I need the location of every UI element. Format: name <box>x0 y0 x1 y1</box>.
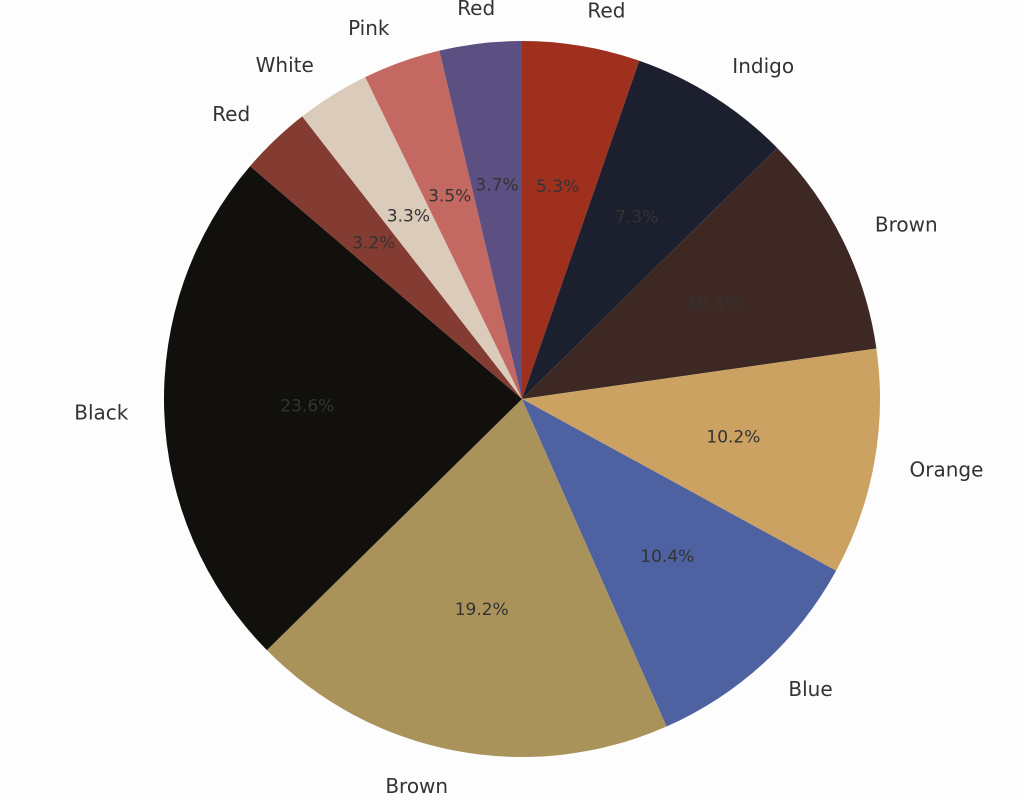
pie-slice-white-9 <box>302 77 522 400</box>
pie-slice-red-11 <box>439 41 522 399</box>
category-label-pink-10: Pink <box>348 16 390 40</box>
percent-label-black-7: 23.6% <box>280 396 334 416</box>
percent-labels-layer: 5.3% 7.3% 10.1% 10.2% 10.4% 19.2% 23.6% 3.2% 3.3… <box>280 176 760 620</box>
pie-slice-blue-5 <box>522 399 837 727</box>
percent-label-red-1: 5.3% <box>536 177 579 197</box>
percent-label-brown-6: 19.2% <box>455 600 509 620</box>
pie-slice-red-1 <box>522 41 640 399</box>
pie-slice-black-7 <box>163 166 522 651</box>
percent-label-blue-5: 10.4% <box>640 547 694 567</box>
category-label-indigo-2: Indigo <box>732 54 794 78</box>
category-label-black-7: Black <box>74 401 129 425</box>
category-label-blue-5: Blue <box>788 677 832 701</box>
percent-label-brown-3: 10.1% <box>687 294 741 314</box>
category-label-red-1: Red <box>587 0 625 23</box>
category-label-brown-3: Brown <box>875 212 938 236</box>
category-label-red-8: Red <box>212 102 250 126</box>
slices-layer <box>163 41 880 758</box>
percent-label-pink-10: 3.5% <box>428 187 471 207</box>
percent-label-red-11: 3.7% <box>475 176 518 196</box>
percent-label-indigo-2: 7.3% <box>615 207 658 227</box>
percent-label-red-8: 3.2% <box>352 234 395 254</box>
percent-label-white-9: 3.3% <box>387 207 430 227</box>
percent-label-orange-4: 10.2% <box>706 427 760 447</box>
pie-slice-pink-10 <box>365 50 522 400</box>
category-label-red-11: Red <box>457 0 495 20</box>
category-labels-layer: Red Indigo Brown Orange Blue Brown Black Red Whi… <box>74 0 983 798</box>
pie-slice-red-8 <box>250 116 522 399</box>
pie-slice-brown-3 <box>522 147 877 399</box>
pie-slice-indigo-2 <box>522 60 778 399</box>
category-label-brown-6: Brown <box>385 774 448 798</box>
category-label-white-9: White <box>256 53 314 77</box>
pie-slice-brown-6 <box>266 399 667 758</box>
category-label-orange-4: Orange <box>910 457 984 481</box>
pie-slice-orange-4 <box>522 348 880 571</box>
